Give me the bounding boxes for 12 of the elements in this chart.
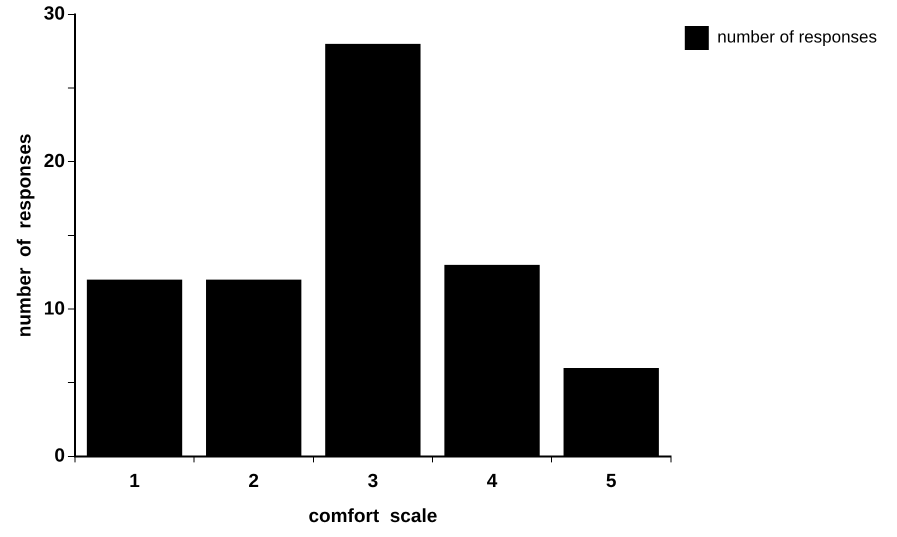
x-tick-label: 2 <box>248 471 259 492</box>
y-axis-title: number of responses <box>14 134 36 338</box>
y-tick-label: 20 <box>44 150 65 172</box>
y-tick-label: 10 <box>44 298 65 320</box>
x-axis-title: comfort scale <box>308 506 438 527</box>
legend-label: number of responses <box>717 28 878 47</box>
x-tick-label: 3 <box>368 471 378 492</box>
y-tick-label: 30 <box>44 4 65 25</box>
x-tick-label: 1 <box>129 471 140 492</box>
x-tick-label: 4 <box>486 471 498 492</box>
y-tick-label: 0 <box>54 446 65 467</box>
x-tick-label: 5 <box>606 471 617 492</box>
